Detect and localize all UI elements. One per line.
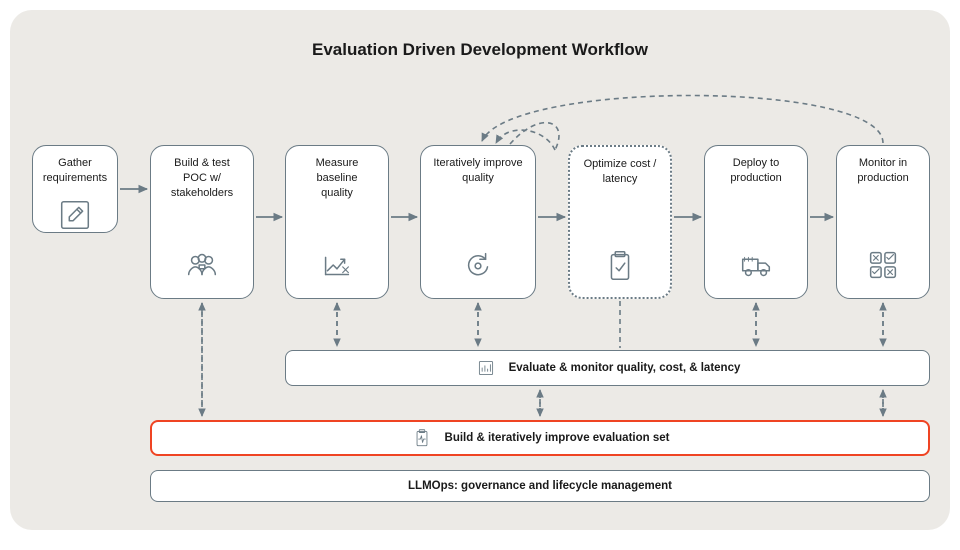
- bar-llmops: LLMOps: governance and lifecycle managem…: [150, 470, 930, 502]
- node-gather: Gatherrequirements: [32, 145, 118, 233]
- chart-up-icon: [318, 246, 356, 289]
- people-icon: [183, 246, 221, 289]
- bar-label: LLMOps: governance and lifecycle managem…: [408, 480, 672, 492]
- node-iterate: Iteratively improvequality: [420, 145, 536, 299]
- node-label: Build & testPOC w/stakeholders: [165, 156, 239, 201]
- node-optimize: Optimize cost /latency: [568, 145, 672, 299]
- refresh-icon: [459, 246, 497, 289]
- bar-label: Evaluate & monitor quality, cost, & late…: [509, 362, 741, 374]
- node-baseline: Measurebaselinequality: [285, 145, 389, 299]
- node-deploy: Deploy toproduction: [704, 145, 808, 299]
- workflow-canvas: Evaluation Driven Development Workflow G…: [10, 10, 950, 530]
- diagram-title: Evaluation Driven Development Workflow: [10, 40, 950, 60]
- node-monitor: Monitor inproduction: [836, 145, 930, 299]
- truck-icon: [737, 246, 775, 289]
- clipboard-pulse-icon: [411, 427, 433, 449]
- node-label: Measurebaselinequality: [310, 156, 365, 201]
- clipboard-check-icon: [601, 247, 639, 290]
- bar-chart-icon: [475, 357, 497, 379]
- bar-label: Build & iteratively improve evaluation s…: [445, 432, 670, 444]
- pencil-square-icon: [56, 196, 94, 239]
- node-label: Monitor inproduction: [851, 156, 914, 186]
- grid-checks-icon: [864, 246, 902, 289]
- node-poc: Build & testPOC w/stakeholders: [150, 145, 254, 299]
- node-label: Iteratively improvequality: [427, 156, 528, 186]
- node-label: Optimize cost /latency: [578, 157, 663, 187]
- bar-evalset: Build & iteratively improve evaluation s…: [150, 420, 930, 456]
- bar-evaluate: Evaluate & monitor quality, cost, & late…: [285, 350, 930, 386]
- node-label: Gatherrequirements: [37, 156, 113, 186]
- node-label: Deploy toproduction: [724, 156, 787, 186]
